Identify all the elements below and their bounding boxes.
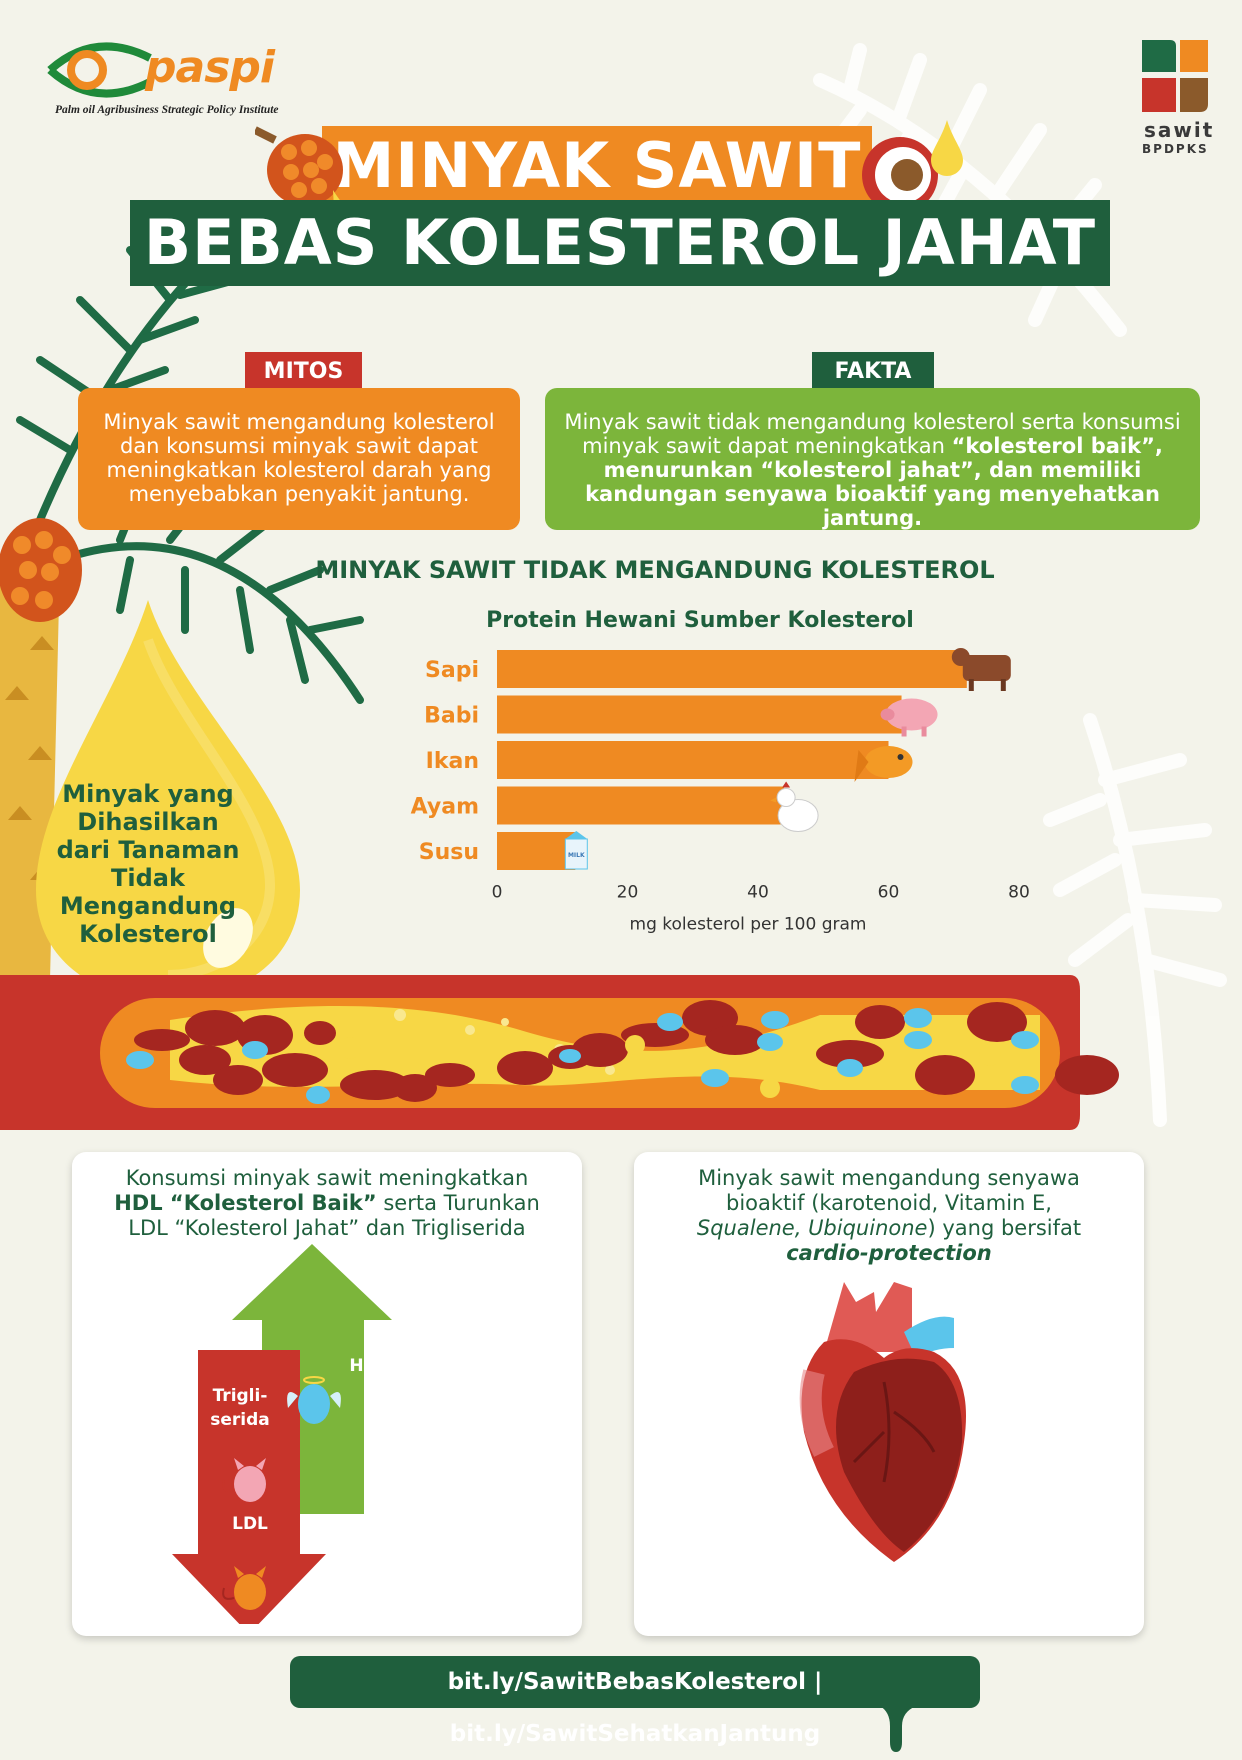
trigliserida-label: Trigli- serida [210,1386,270,1430]
x-tick-20: 20 [617,883,639,903]
mitos-label: MITOS [245,352,362,392]
cow-icon [951,648,1011,691]
fakta-text: Minyak sawit tidak mengandung kolesterol… [545,388,1200,530]
drip-icon [880,1706,916,1752]
svg-text:MILK: MILK [568,852,585,859]
milk-icon: MILK [564,831,588,870]
section-title: MINYAK SAWIT TIDAK MENGANDUNG KOLESTEROL [315,556,995,584]
bar-ayam [497,786,785,825]
category-label-susu: Susu [419,840,479,865]
bpdpks-wordmark: BPDPKS [1142,142,1209,156]
paspi-wordmark: paspi [145,42,275,93]
category-label-ikan: Ikan [426,749,479,774]
card-right-line2: bioaktif (karotenoid, Vitamin E, [726,1191,1052,1215]
bar-babi [497,695,902,734]
bar-ikan [497,741,889,779]
link-separator: | [805,1669,823,1695]
card-right-line3-italic: Squalene, Ubiquinone [696,1216,928,1240]
hdl-ldl-card-text: Konsumsi minyak sawit meningkatkan HDL “… [82,1166,572,1241]
arrows-graphic [172,1244,392,1624]
card-left-line2-bold: HDL “Kolesterol Baik” [114,1191,377,1215]
angel-icon [287,1376,341,1424]
card-left-line1: Konsumsi minyak sawit meningkatkan [125,1166,529,1190]
x-tick-80: 80 [1008,883,1030,903]
chicken-icon [770,781,819,832]
x-tick-0: 0 [492,883,503,903]
sawit-wordmark: sawit [1144,118,1215,142]
fakta-text-plain: Minyak sawit tidak mengandung kolesterol… [564,410,1181,458]
footer-links: bit.ly/SawitBebasKolesterol | bit.ly/Saw… [290,1656,980,1747]
fakta-label: FAKTA [812,352,934,392]
sawit-bpdpks-logo: sawit BPDPKS [1138,38,1212,158]
cholesterol-bar-chart: Sapi Babi Ikan Ayam Susu MILK 0 20 40 60 80 mg kole… [411,648,1030,935]
cardio-card-text: Minyak sawit mengandung senyawa bioaktif… [644,1166,1134,1266]
category-label-ayam: Ayam [411,795,479,820]
hdl-ldl-card: Konsumsi minyak sawit meningkatkan HDL “… [72,1152,582,1636]
fakta-text-bold: “kolesterol baik”, menurunkan “kolestero… [585,434,1163,530]
card-right-line4-bold: cardio-protection [786,1241,992,1265]
card-left-line3: LDL “Kolesterol Jahat” dan Trigliserida [128,1216,526,1240]
card-left-line2-rest: serta Turunkan [376,1191,540,1215]
category-label-babi: Babi [424,704,479,729]
bar-sapi [497,650,967,688]
cardio-protection-card: Minyak sawit mengandung senyawa bioaktif… [634,1152,1144,1636]
palm-fruit-half-icon [862,120,963,213]
x-axis-label: mg kolesterol per 100 gram [630,915,867,935]
title-line1: MINYAK SAWIT [322,126,872,206]
bar-susu [497,832,576,870]
card-right-line3-rest: ) yang bersifat [927,1216,1082,1240]
fish-icon [854,746,913,782]
link-sawit-sehatkan-jantung[interactable]: bit.ly/SawitSehatkanJantung [449,1721,821,1747]
paspi-logo: paspi Palm oil Agribusiness Strategic Po… [45,38,285,118]
heart-icon [799,1282,966,1562]
sawit-mark-icon [1142,40,1208,112]
ldl-label: LDL [232,1514,268,1534]
category-label-sapi: Sapi [425,658,479,683]
card-right-line1: Minyak sawit mengandung senyawa [698,1166,1080,1190]
devil-orange-icon [222,1566,266,1610]
hdl-label: HDL [349,1356,389,1376]
devil-pink-icon [222,1458,266,1502]
palm-fruit-bunch-icon [255,126,349,220]
mitos-text: Minyak sawit mengandung kolesterol dan k… [78,388,520,530]
title-line2: BEBAS KOLESTEROL JAHAT [130,200,1110,286]
chart-title: Protein Hewani Sumber Kolesterol [486,608,914,633]
paspi-tagline: Palm oil Agribusiness Strategic Policy I… [55,104,279,116]
oil-drop-text: Minyak yang Dihasilkan dari Tanaman Tida… [56,780,240,948]
paspi-eye-icon [47,42,152,98]
pig-icon [880,698,938,737]
x-tick-60: 60 [878,883,900,903]
x-tick-40: 40 [747,883,769,903]
link-sawit-bebas-kolesterol[interactable]: bit.ly/SawitBebasKolesterol [447,1669,806,1695]
